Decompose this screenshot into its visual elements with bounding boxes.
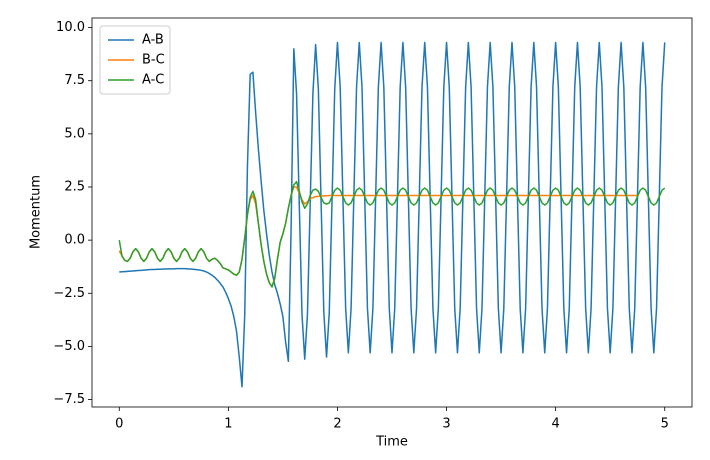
x-tick-label: 2	[333, 417, 341, 432]
y-tick-label: −5.0	[53, 339, 85, 354]
legend-box	[99, 25, 171, 95]
x-tick-label: 4	[551, 417, 559, 432]
y-tick-label: 7.5	[64, 73, 85, 88]
y-tick-label: 5.0	[64, 126, 85, 141]
x-tick-label: 5	[661, 417, 669, 432]
y-axis-label: Momentum	[29, 175, 44, 249]
y-tick-label: 10.0	[56, 20, 85, 35]
series-line	[118, 186, 638, 288]
series-line	[118, 180, 666, 288]
legend-label: B-C	[142, 53, 165, 68]
axes-frame	[91, 17, 693, 408]
series-line	[119, 41, 666, 388]
legend-label: A-C	[142, 73, 164, 88]
y-tick-label: 0.0	[64, 233, 85, 248]
y-tick-label: −2.5	[53, 286, 85, 301]
y-tick-label: −7.5	[53, 392, 85, 407]
x-tick-label: 0	[115, 417, 123, 432]
x-tick-label: 1	[224, 417, 232, 432]
x-tick-label: 3	[442, 417, 450, 432]
legend-label: A-B	[142, 33, 164, 48]
x-axis-label: Time	[375, 435, 408, 450]
y-tick-label: 2.5	[64, 179, 85, 194]
